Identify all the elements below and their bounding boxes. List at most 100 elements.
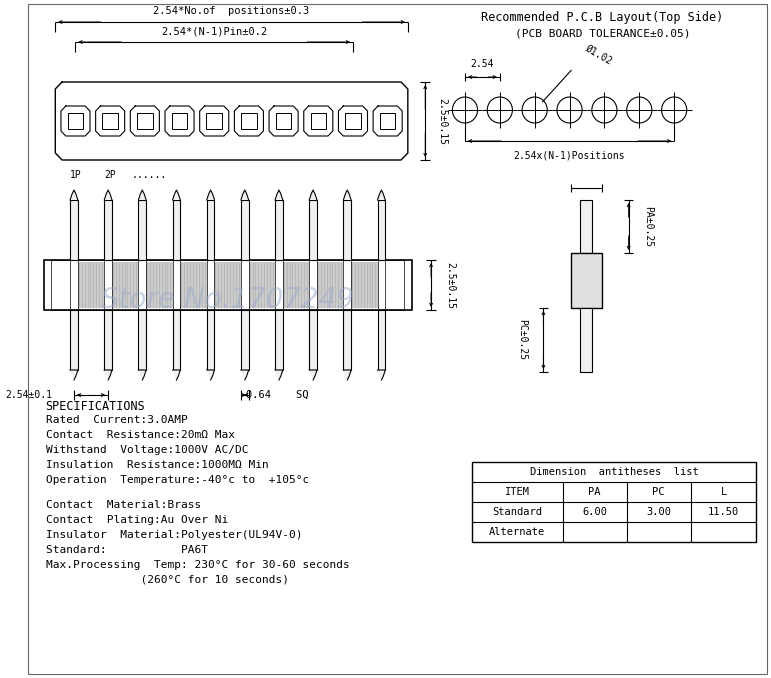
Polygon shape <box>378 370 386 380</box>
Text: ITEM: ITEM <box>505 487 530 497</box>
Polygon shape <box>70 190 78 200</box>
Text: 6.00: 6.00 <box>582 507 608 517</box>
Bar <box>311 113 326 129</box>
Text: PC: PC <box>652 487 665 497</box>
Text: Withstand  Voltage:1000V AC/DC: Withstand Voltage:1000V AC/DC <box>45 445 248 455</box>
Text: 1P: 1P <box>69 170 82 180</box>
Bar <box>276 113 291 129</box>
Bar <box>52 260 404 310</box>
Bar <box>472 462 756 542</box>
Bar <box>241 113 257 129</box>
Polygon shape <box>309 190 317 200</box>
Bar <box>309 310 317 370</box>
Bar <box>180 262 207 308</box>
Bar <box>581 308 592 372</box>
Bar <box>248 262 275 308</box>
Text: (PCB BOARD TOLERANCE±0.05): (PCB BOARD TOLERANCE±0.05) <box>515 29 690 39</box>
Text: 2P: 2P <box>104 170 116 180</box>
Bar <box>103 113 118 129</box>
Text: L: L <box>720 487 727 497</box>
Bar <box>275 310 283 370</box>
Text: Recommended P.C.B Layout(Top Side): Recommended P.C.B Layout(Top Side) <box>481 12 724 24</box>
Text: 2.54±0.1: 2.54±0.1 <box>5 390 52 400</box>
Text: 0.64    SQ: 0.64 SQ <box>247 390 309 400</box>
Polygon shape <box>343 190 351 200</box>
Text: PA: PA <box>588 487 601 497</box>
Bar <box>351 262 378 308</box>
Text: Contact  Plating:Au Over Ni: Contact Plating:Au Over Ni <box>45 515 228 525</box>
Bar <box>139 310 146 370</box>
Bar <box>317 262 343 308</box>
Text: 2.54: 2.54 <box>470 59 494 69</box>
Text: Max.Processing  Temp: 230°C for 30-60 seconds: Max.Processing Temp: 230°C for 30-60 sec… <box>45 560 349 570</box>
Polygon shape <box>139 190 146 200</box>
Text: 3.00: 3.00 <box>646 507 672 517</box>
Text: Standard:           PA6T: Standard: PA6T <box>45 545 207 555</box>
Text: Contact  Resistance:20mΩ Max: Contact Resistance:20mΩ Max <box>45 430 234 440</box>
Bar <box>207 200 214 260</box>
Bar <box>173 200 180 260</box>
Text: Insulation  Resistance:1000MΩ Min: Insulation Resistance:1000MΩ Min <box>45 460 268 470</box>
Text: Rated  Current:3.0AMP: Rated Current:3.0AMP <box>45 415 187 425</box>
Polygon shape <box>139 370 146 380</box>
Bar <box>214 262 241 308</box>
Bar <box>172 113 187 129</box>
Bar <box>283 262 309 308</box>
Bar <box>104 200 112 260</box>
Bar <box>146 262 173 308</box>
Polygon shape <box>173 190 180 200</box>
Bar <box>378 310 386 370</box>
Text: 2.5±0.15: 2.5±0.15 <box>446 262 456 308</box>
Bar <box>241 310 248 370</box>
Text: Dimension  antitheses  list: Dimension antitheses list <box>530 467 699 477</box>
Bar <box>70 310 78 370</box>
Polygon shape <box>70 370 78 380</box>
Bar <box>207 113 222 129</box>
Text: Ø1.02: Ø1.02 <box>583 43 614 66</box>
Text: PC±0.25: PC±0.25 <box>517 319 527 361</box>
Bar <box>112 262 139 308</box>
Bar <box>378 200 386 260</box>
Bar <box>104 310 112 370</box>
Polygon shape <box>173 370 180 380</box>
Bar <box>343 200 351 260</box>
Bar <box>275 200 283 260</box>
Bar <box>139 200 146 260</box>
Bar <box>380 113 396 129</box>
Text: PA±0.25: PA±0.25 <box>643 206 653 247</box>
Polygon shape <box>104 190 112 200</box>
Text: 2.54x(N-1)Positions: 2.54x(N-1)Positions <box>513 150 625 160</box>
Text: SPECIFICATIONS: SPECIFICATIONS <box>45 400 146 413</box>
Polygon shape <box>207 370 214 380</box>
Bar <box>309 200 317 260</box>
Text: Standard: Standard <box>492 507 542 517</box>
Bar <box>241 200 248 260</box>
Text: (260°C for 10 seconds): (260°C for 10 seconds) <box>45 575 288 585</box>
Text: 2.54*No.of  positions±0.3: 2.54*No.of positions±0.3 <box>153 6 310 16</box>
Bar <box>343 310 351 370</box>
Bar <box>173 310 180 370</box>
Text: Insulator  Material:Polyester(UL94V-0): Insulator Material:Polyester(UL94V-0) <box>45 530 302 540</box>
Bar <box>345 113 361 129</box>
Text: ......: ...... <box>132 170 167 180</box>
Bar <box>68 113 83 129</box>
Polygon shape <box>241 190 248 200</box>
Bar <box>207 310 214 370</box>
Bar <box>78 262 104 308</box>
Polygon shape <box>207 190 214 200</box>
Text: Alternate: Alternate <box>489 527 545 537</box>
Text: Store No.1707249: Store No.1707249 <box>101 286 354 314</box>
Polygon shape <box>275 370 283 380</box>
Polygon shape <box>275 190 283 200</box>
Bar <box>137 113 153 129</box>
Text: Contact  Material:Brass: Contact Material:Brass <box>45 500 201 510</box>
Bar <box>581 200 592 253</box>
Text: Operation  Temperature:-40°c to  +105°c: Operation Temperature:-40°c to +105°c <box>45 475 309 485</box>
Text: 2.54*(N-1)Pin±0.2: 2.54*(N-1)Pin±0.2 <box>161 26 268 36</box>
Bar <box>44 260 412 310</box>
Polygon shape <box>309 370 317 380</box>
Polygon shape <box>104 370 112 380</box>
Text: 2.5±0.15: 2.5±0.15 <box>438 98 448 144</box>
Polygon shape <box>378 190 386 200</box>
Polygon shape <box>343 370 351 380</box>
